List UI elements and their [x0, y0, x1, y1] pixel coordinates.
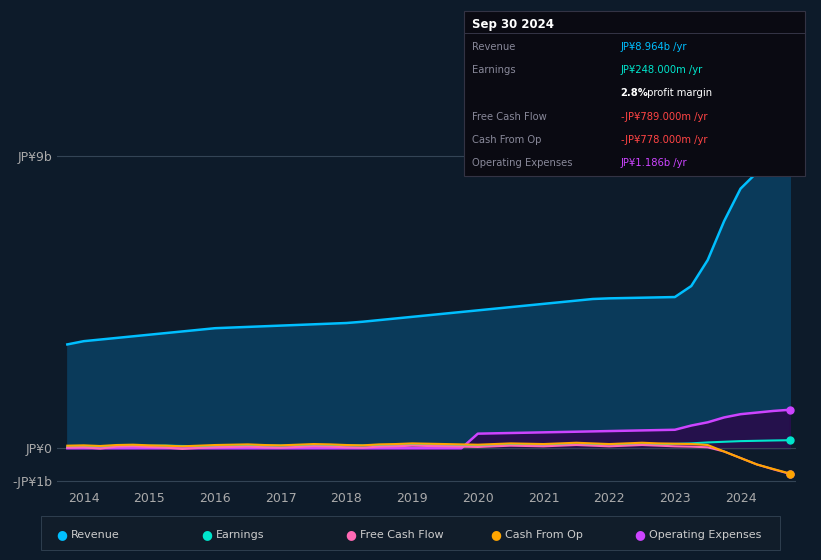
Text: Sep 30 2024: Sep 30 2024 — [472, 18, 554, 31]
Text: ●: ● — [346, 528, 356, 542]
Text: -JP¥778.000m /yr: -JP¥778.000m /yr — [621, 134, 707, 144]
Text: Earnings: Earnings — [216, 530, 264, 540]
Text: profit margin: profit margin — [644, 88, 712, 99]
Text: ●: ● — [635, 528, 645, 542]
Text: Operating Expenses: Operating Expenses — [472, 157, 572, 167]
Text: ●: ● — [490, 528, 501, 542]
Text: JP¥248.000m /yr: JP¥248.000m /yr — [621, 66, 703, 76]
Text: Revenue: Revenue — [71, 530, 120, 540]
Text: Free Cash Flow: Free Cash Flow — [360, 530, 444, 540]
Text: -JP¥789.000m /yr: -JP¥789.000m /yr — [621, 111, 707, 122]
Text: ●: ● — [57, 528, 67, 542]
Text: 2.8%: 2.8% — [621, 88, 649, 99]
Text: Operating Expenses: Operating Expenses — [649, 530, 762, 540]
Text: JP¥8.964b /yr: JP¥8.964b /yr — [621, 43, 687, 53]
Text: ●: ● — [201, 528, 212, 542]
Text: Free Cash Flow: Free Cash Flow — [472, 111, 547, 122]
Text: Earnings: Earnings — [472, 66, 516, 76]
Text: Revenue: Revenue — [472, 43, 516, 53]
Text: JP¥1.186b /yr: JP¥1.186b /yr — [621, 157, 687, 167]
Text: Cash From Op: Cash From Op — [505, 530, 583, 540]
Text: Cash From Op: Cash From Op — [472, 134, 542, 144]
